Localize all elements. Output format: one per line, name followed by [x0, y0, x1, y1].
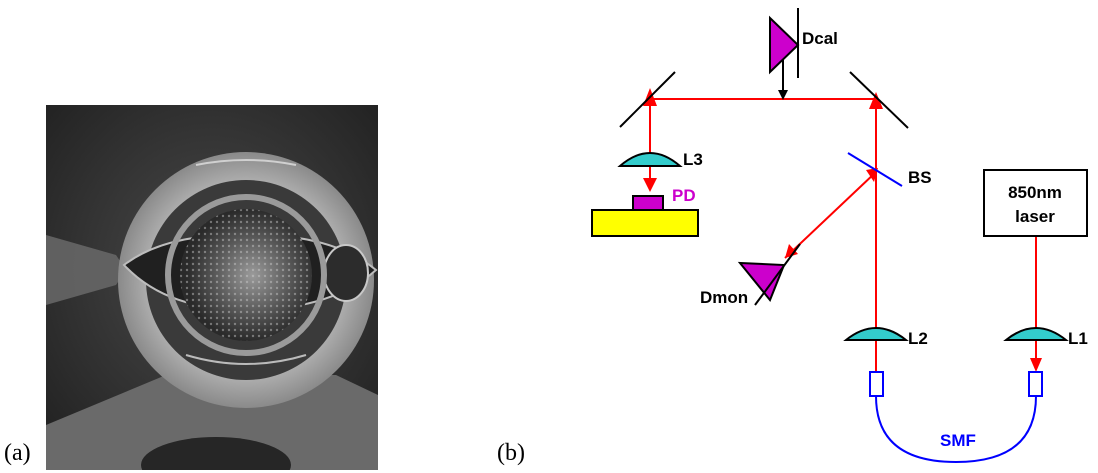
panel-a-label: (a)	[4, 440, 31, 466]
label-l1: L1	[1068, 329, 1088, 348]
bottom-trace	[46, 375, 378, 470]
label-laser-line2: laser	[1015, 207, 1055, 226]
label-smf: SMF	[940, 431, 976, 450]
mirror-right	[849, 71, 909, 129]
dmon-detector	[737, 243, 801, 306]
photodiode	[632, 195, 664, 211]
beam-arrowheads	[643, 88, 1042, 372]
panel-b-label: (b)	[497, 440, 525, 466]
label-pd: PD	[672, 186, 696, 205]
lens-l3	[617, 152, 683, 167]
label-laser-line1: 850nm	[1008, 183, 1062, 202]
pd-mount	[591, 209, 699, 237]
label-dcal: Dcal	[802, 29, 838, 48]
beam-splitter	[847, 152, 903, 187]
fiber-connector-right	[1028, 371, 1043, 397]
label-l3: L3	[683, 150, 703, 169]
fiber-connector-left	[869, 371, 884, 397]
label-bs: BS	[908, 168, 932, 187]
optical-setup-diagram: Dcal L3 PD BS Dmon L2 L1 850nm laser SMF	[591, 8, 1088, 464]
label-l2: L2	[908, 329, 928, 348]
dcal-detector	[769, 8, 800, 78]
single-mode-fiber	[875, 395, 1037, 464]
device-micrograph	[46, 105, 378, 470]
beam-paths	[649, 98, 1037, 372]
laser-box	[983, 169, 1088, 237]
lens-l1	[1003, 327, 1069, 341]
mirror-left	[619, 71, 676, 128]
lens-l2	[843, 327, 909, 341]
label-dmon: Dmon	[700, 288, 748, 307]
